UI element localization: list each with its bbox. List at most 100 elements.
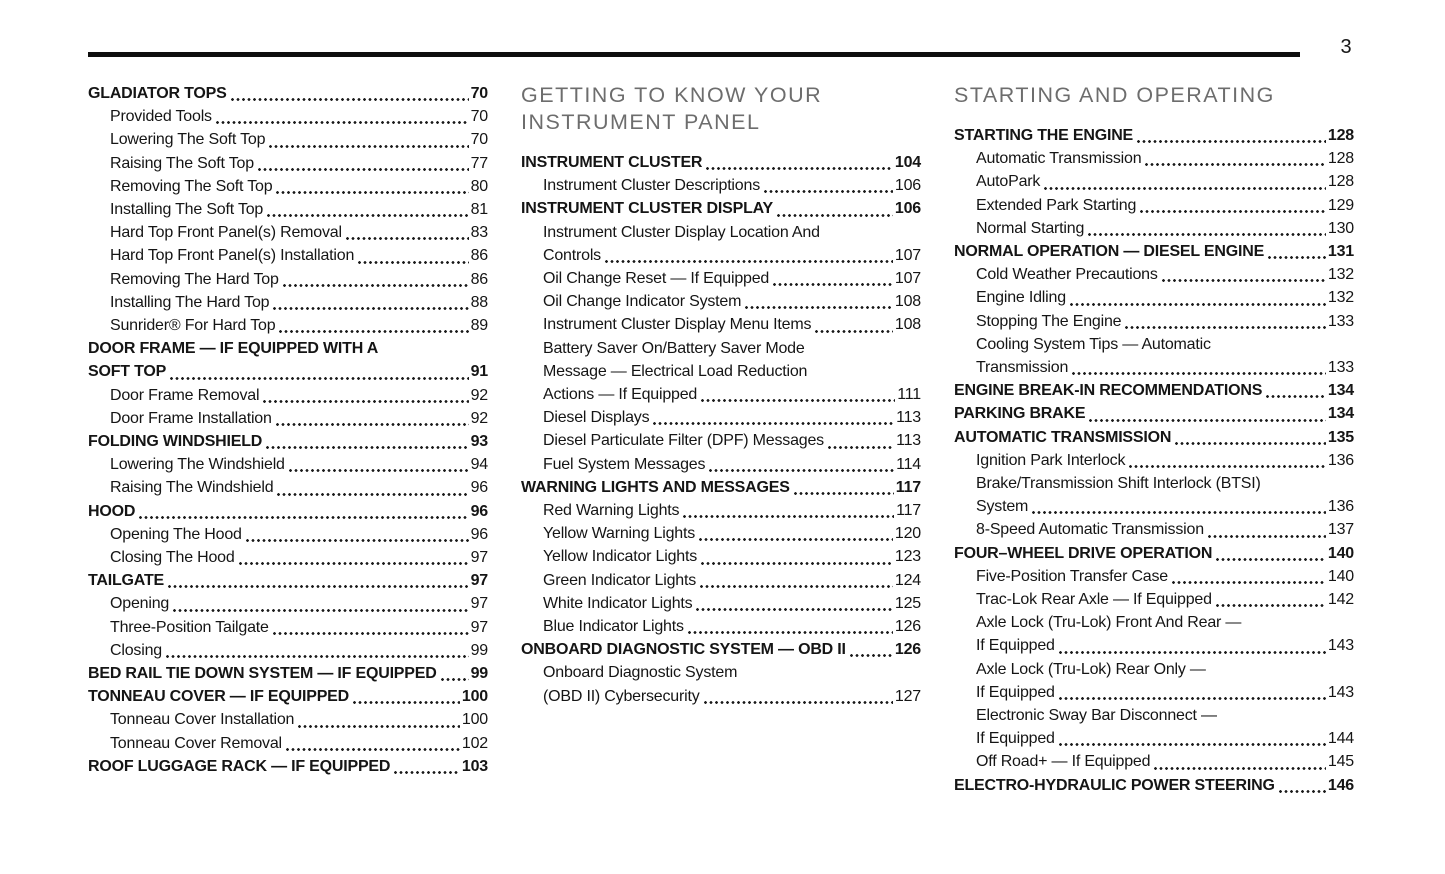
toc-entry-label: Opening The Hood	[110, 525, 242, 543]
toc-entry-label: FOUR–WHEEL DRIVE OPERATION	[954, 544, 1213, 562]
toc-entry-label: Engine Idling	[976, 289, 1066, 307]
toc-entry-label: Axle Lock (Tru-Lok) Front And Rear —	[976, 614, 1242, 632]
toc-entry-label: WARNING LIGHTS AND MESSAGES	[521, 478, 790, 496]
toc-entry: Cooling System Tips — Automatic	[954, 333, 1354, 356]
toc-entry: Closing The Hood 97	[88, 546, 488, 569]
toc-leader-dots	[773, 283, 893, 287]
toc-entry-page: 128	[1327, 127, 1354, 144]
toc-entry-label: Extended Park Starting	[976, 196, 1137, 214]
toc-entry-label: Green Indicator Lights	[543, 571, 697, 589]
toc-leader-dots	[1216, 557, 1326, 561]
toc-entry: Tonneau Cover Removal 102	[88, 732, 488, 755]
toc-entry-label: INSTRUMENT CLUSTER	[521, 154, 703, 171]
toc-leader-dots	[173, 608, 469, 612]
toc-leader-dots	[263, 399, 469, 403]
toc-entry-label: Diesel Particulate Filter (DPF) Messages	[543, 432, 824, 450]
toc-entry: Lowering The Soft Top 70	[88, 128, 488, 151]
toc-entry-page: 126	[894, 618, 921, 636]
toc-entry-page: 132	[1327, 289, 1354, 307]
toc-entry: Instrument Cluster Display Location And	[521, 221, 921, 244]
toc-entry-label: Door Frame Removal	[110, 386, 260, 404]
toc-entry-page: 125	[894, 594, 921, 612]
toc-entry: AUTOMATIC TRANSMISSION 135	[954, 426, 1354, 449]
toc-entry: Controls 107	[521, 244, 921, 267]
toc-entry-label: Trac-Lok Rear Axle — If Equipped	[976, 591, 1212, 609]
toc-entry-page: 126	[894, 641, 921, 659]
toc-entry-label: Door Frame Installation	[110, 409, 272, 427]
toc-leader-dots	[277, 492, 469, 496]
toc-entry-label: TONNEAU COVER — IF EQUIPPED	[88, 688, 350, 706]
toc-entry: Stopping The Engine 133	[954, 310, 1354, 333]
toc-entry-label: System	[976, 498, 1029, 516]
toc-entry-label: Fuel System Messages	[543, 455, 706, 473]
toc-entry-label: Off Road+ — If Equipped	[976, 753, 1151, 771]
toc-leader-dots	[267, 214, 469, 218]
toc-entry: Instrument Cluster Display Menu Items 108	[521, 313, 921, 336]
toc-leader-dots	[238, 562, 469, 566]
toc-entry: Normal Starting 130	[954, 217, 1354, 240]
toc-leader-dots	[849, 654, 893, 658]
toc-entry-page: 80	[470, 177, 489, 195]
toc-entry-page: 77	[470, 154, 489, 172]
toc-entry-page: 114	[896, 455, 921, 473]
toc-entry-page: 89	[470, 317, 489, 335]
toc-entry-label: PARKING BRAKE	[954, 405, 1086, 423]
toc-entry-label: (OBD II) Cybersecurity	[543, 687, 700, 705]
toc-entry: Oil Change Indicator System 108	[521, 290, 921, 313]
toc-entry-label: Normal Starting	[976, 219, 1085, 237]
toc-entry-label: FOLDING WINDSHIELD	[88, 433, 263, 451]
toc-entry: Provided Tools 70	[88, 105, 488, 128]
toc-entry-page: 94	[470, 456, 489, 474]
toc-entry-label: Transmission	[976, 359, 1069, 377]
toc-entry: Onboard Diagnostic System	[521, 661, 921, 684]
toc-leader-dots	[1072, 372, 1326, 376]
toc-entry-label: Raising The Soft Top	[110, 154, 254, 172]
toc-leader-dots	[1161, 279, 1326, 283]
toc-leader-dots	[215, 121, 469, 125]
toc-entry-label: HOOD	[88, 502, 136, 520]
toc-entry-label: Cold Weather Precautions	[976, 266, 1158, 284]
toc-leader-dots	[699, 538, 893, 542]
toc-entry: Message — Electrical Load Reduction	[521, 360, 921, 383]
toc-entry-page: 132	[1327, 266, 1354, 284]
toc-entry: Green Indicator Lights 124	[521, 569, 921, 592]
toc-entry-label: SOFT TOP	[88, 363, 167, 381]
toc-leader-dots	[793, 492, 894, 496]
toc-entry: TAILGATE 97	[88, 569, 488, 592]
toc-entry: Five-Position Transfer Case 140	[954, 565, 1354, 588]
toc-entry-page: 70	[470, 108, 489, 126]
toc-entry: Opening 97	[88, 592, 488, 615]
toc-entry: Engine Idling 132	[954, 286, 1354, 309]
toc-leader-dots	[285, 747, 460, 751]
toc-entry: ONBOARD DIAGNOSTIC SYSTEM — OBD II 126	[521, 638, 921, 661]
toc-entry: Instrument Cluster Descriptions 106	[521, 174, 921, 197]
toc-entry-label: AutoPark	[976, 173, 1041, 191]
toc-column: STARTING AND OPERATING STARTING THE ENGIN…	[954, 82, 1354, 797]
toc-leader-dots	[1145, 163, 1326, 167]
toc-entry: NORMAL OPERATION — DIESEL ENGINE 131	[954, 240, 1354, 263]
toc-entry-label: Ignition Park Interlock	[976, 451, 1126, 469]
toc-entry-label: Brake/Transmission Shift Interlock (BTSI…	[976, 475, 1261, 493]
toc-entry: Hard Top Front Panel(s) Installation 86	[88, 244, 488, 267]
toc-leader-dots	[709, 468, 895, 472]
toc-entry-page: 142	[1327, 591, 1354, 609]
toc-entry: Removing The Soft Top 80	[88, 175, 488, 198]
toc-entry-page: 96	[470, 525, 489, 543]
toc-entry-label: STARTING THE ENGINE	[954, 127, 1134, 144]
toc-entry-label: AUTOMATIC TRANSMISSION	[954, 428, 1172, 446]
toc-entry-label: Automatic Transmission	[976, 150, 1142, 168]
toc-entry: Sunrider® For Hard Top 89	[88, 314, 488, 337]
section-header: GETTING TO KNOW YOUR INSTRUMENT PANEL	[521, 83, 823, 134]
toc-entry-label: ONBOARD DIAGNOSTIC SYSTEM — OBD II	[521, 641, 846, 659]
toc-entry: Installing The Hard Top 88	[88, 291, 488, 314]
toc-leader-dots	[288, 469, 469, 473]
toc-entry-page: 97	[470, 618, 489, 636]
toc-entry-page: 88	[470, 293, 489, 311]
toc-entry-label: Battery Saver On/Battery Saver Mode	[543, 339, 805, 357]
toc-entry-label: Oil Change Indicator System	[543, 293, 742, 311]
toc-entry: Yellow Warning Lights 120	[521, 522, 921, 545]
toc-leader-dots	[269, 144, 469, 148]
toc-entry-page: 143	[1327, 683, 1354, 701]
toc-entry-label: Stopping The Engine	[976, 312, 1122, 330]
toc-entry: HOOD 96	[88, 500, 488, 523]
